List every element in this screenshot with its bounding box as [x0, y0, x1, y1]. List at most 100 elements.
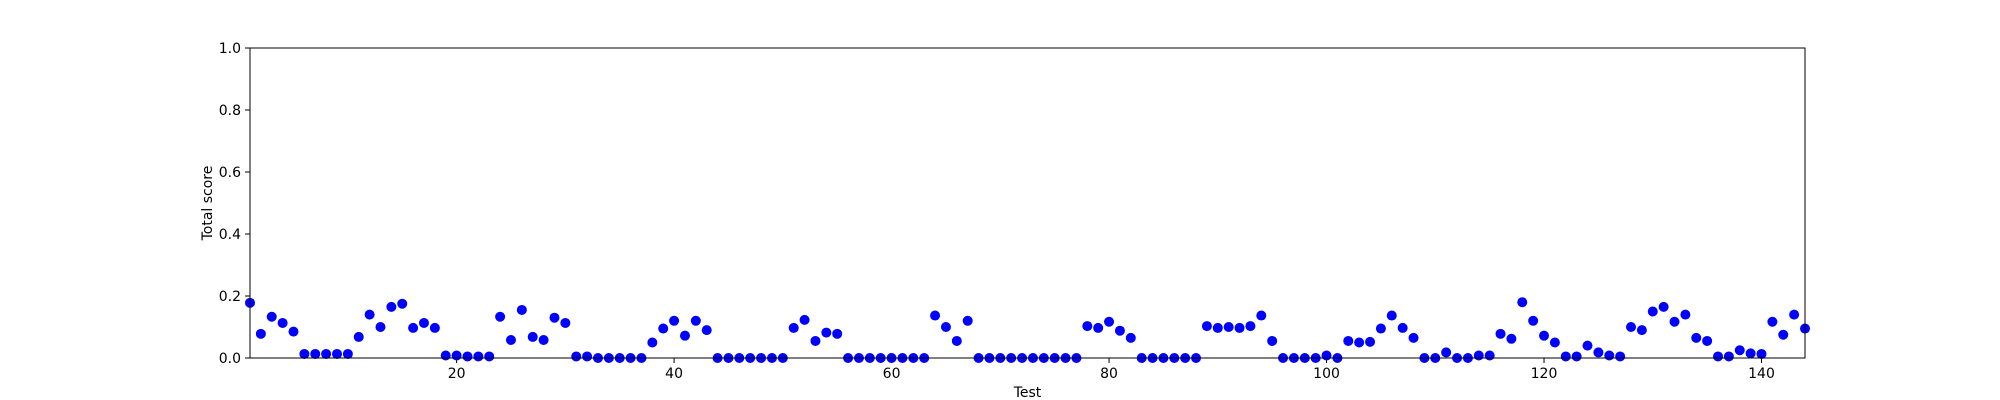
data-point: [1756, 348, 1767, 359]
data-point: [560, 317, 571, 328]
data-point: [1223, 322, 1234, 332]
data-point: [821, 327, 832, 338]
data-point: [1669, 316, 1680, 327]
data-point: [538, 335, 549, 346]
data-point: [679, 330, 690, 341]
data-point: [1234, 322, 1245, 333]
data-point: [1604, 350, 1615, 361]
data-point: [1691, 332, 1702, 343]
data-point: [299, 348, 310, 359]
data-point: [1375, 323, 1386, 334]
data-point: [832, 328, 843, 339]
data-point: [473, 351, 484, 362]
data-point: [799, 314, 810, 325]
data-point: [690, 315, 701, 326]
data-point: [429, 322, 440, 333]
y-tick-label: 0.2: [219, 289, 241, 305]
data-point: [1212, 322, 1223, 333]
plot-frame: [249, 47, 1806, 359]
data-point: [321, 348, 332, 359]
data-point: [408, 322, 419, 333]
data-point: [505, 335, 516, 346]
data-point: [516, 304, 527, 315]
data-point: [1093, 322, 1104, 333]
data-point: [1723, 351, 1734, 362]
data-point: [1767, 316, 1778, 327]
data-point: [1626, 322, 1637, 332]
data-point: [255, 328, 266, 339]
data-point: [342, 348, 353, 359]
data-point: [451, 350, 462, 361]
x-axis-label: Test: [1013, 385, 1042, 400]
data-point: [1517, 297, 1528, 308]
data-point: [266, 311, 277, 322]
x-tick-label: 20: [448, 366, 466, 382]
data-point: [288, 326, 299, 337]
data-point: [386, 301, 397, 312]
data-point: [930, 310, 941, 321]
data-point: [1647, 306, 1658, 317]
data-point: [1560, 351, 1571, 362]
y-tick-label: 0.0: [219, 351, 241, 367]
data-point: [1201, 321, 1212, 332]
data-point: [375, 322, 386, 332]
data-point: [1267, 335, 1278, 346]
data-point: [353, 331, 364, 342]
data-point: [962, 315, 973, 326]
data-point: [277, 317, 288, 328]
data-point: [788, 322, 799, 333]
data-point: [658, 323, 669, 334]
data-point: [527, 331, 538, 342]
data-point: [1473, 350, 1484, 361]
data-point: [1104, 316, 1115, 327]
data-point: [1386, 310, 1397, 321]
data-point: [1484, 350, 1495, 361]
data-point: [1256, 310, 1267, 321]
data-point: [1778, 329, 1789, 340]
data-point: [1593, 347, 1604, 358]
data-point: [1549, 337, 1560, 348]
data-point: [1528, 315, 1539, 326]
x-tick-label: 80: [1100, 366, 1118, 382]
data-point: [951, 335, 962, 346]
data-point: [582, 351, 593, 362]
data-point: [1636, 325, 1647, 336]
data-point: [810, 335, 821, 346]
data-point: [1441, 347, 1452, 358]
data-point: [1713, 351, 1724, 362]
data-point: [1658, 301, 1669, 312]
data-point: [1702, 335, 1713, 346]
data-point: [1680, 309, 1691, 320]
data-point: [1245, 321, 1256, 332]
data-point: [701, 325, 712, 336]
y-tick-label: 0.8: [219, 103, 241, 119]
data-point: [1082, 321, 1093, 332]
data-points: [245, 297, 1810, 363]
y-tick-label: 0.4: [219, 227, 241, 243]
x-tick-label: 140: [1748, 366, 1775, 382]
data-point: [1365, 336, 1376, 347]
x-tick-label: 100: [1313, 366, 1340, 382]
data-point: [462, 351, 473, 362]
data-point: [647, 337, 658, 348]
data-point: [1354, 337, 1365, 348]
data-point: [1321, 350, 1332, 361]
data-point: [440, 350, 451, 361]
y-tick-label: 1.0: [219, 41, 241, 57]
data-point: [1615, 351, 1626, 362]
x-tick-label: 40: [665, 366, 683, 382]
data-point: [669, 315, 680, 326]
data-point: [310, 348, 321, 359]
data-point: [495, 311, 506, 322]
data-point: [331, 348, 342, 359]
x-tick-label: 60: [883, 366, 901, 382]
data-point: [1571, 351, 1582, 362]
y-tick-label: 0.6: [219, 165, 241, 181]
data-point: [1125, 332, 1136, 343]
data-point: [549, 312, 560, 323]
data-point: [1495, 328, 1506, 339]
data-point: [571, 351, 582, 362]
data-point: [1343, 335, 1354, 346]
data-point: [364, 309, 375, 320]
